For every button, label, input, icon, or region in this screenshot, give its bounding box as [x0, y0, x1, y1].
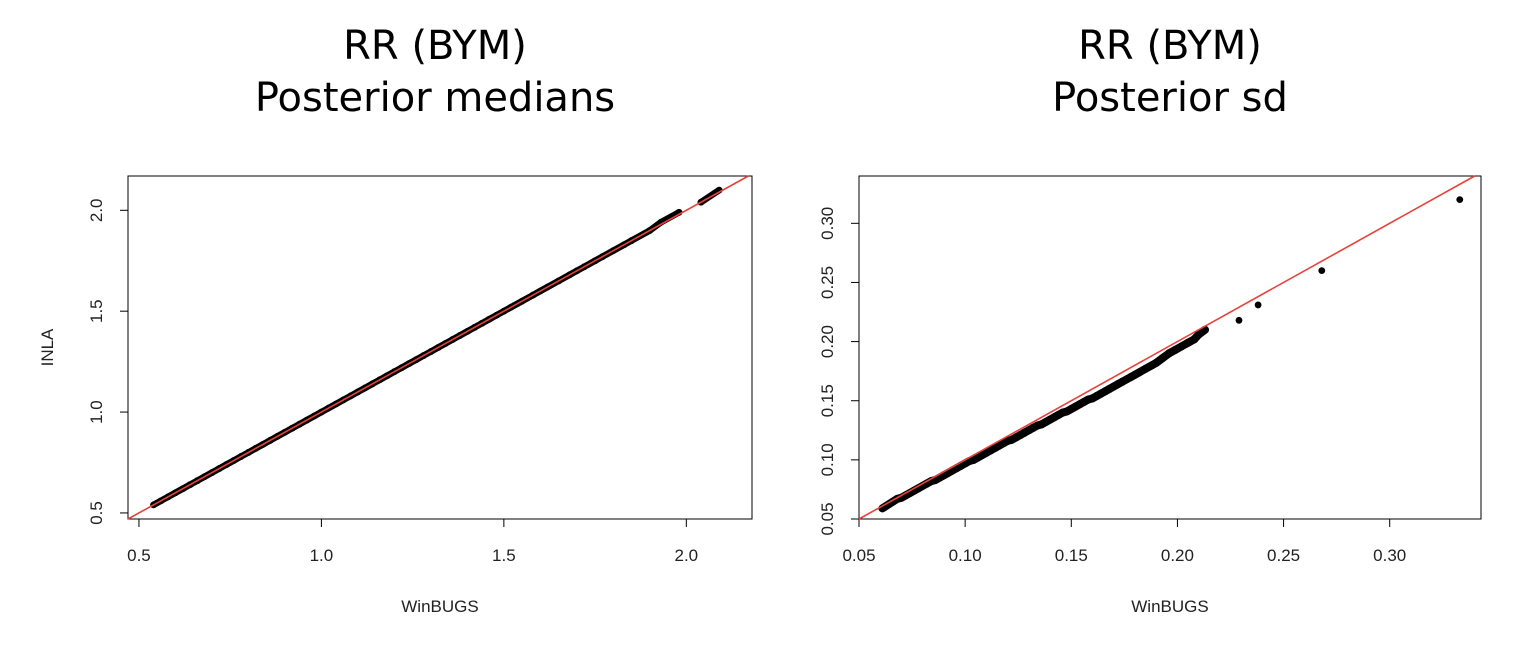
data-point	[1456, 196, 1464, 204]
identity-line	[858, 175, 1476, 520]
identity-line	[127, 175, 749, 520]
title-line-1: RR (BYM)	[343, 23, 527, 69]
chart-title-right: RR (BYM) Posterior sd	[820, 20, 1520, 124]
title-line-1: RR (BYM)	[1078, 23, 1262, 69]
chart-title-left: RR (BYM) Posterior medians	[85, 20, 785, 124]
y-tick-label: 2.0	[87, 198, 106, 222]
y-tick-label: 0.5	[87, 501, 106, 525]
data-point	[1318, 267, 1326, 275]
y-tick-label: 0.05	[818, 502, 837, 535]
y-tick-label: 1.5	[87, 299, 106, 323]
x-tick-label: 0.15	[1055, 546, 1088, 565]
plot-frame	[858, 175, 1482, 520]
y-tick-label: 0.20	[818, 325, 837, 358]
x-tick-label: 0.25	[1267, 546, 1300, 565]
x-tick-label: 0.5	[127, 546, 151, 565]
x-tick-label: 0.20	[1161, 546, 1194, 565]
data-point	[1235, 316, 1243, 324]
title-line-2: Posterior medians	[254, 75, 616, 121]
y-axis-label: INLA	[38, 328, 57, 366]
y-tick-label: 0.25	[818, 266, 837, 299]
x-tick-label: 2.0	[674, 546, 698, 565]
x-tick-label: 1.5	[492, 546, 516, 565]
y-tick-label: 0.10	[818, 443, 837, 476]
data-point	[1254, 301, 1262, 309]
point-cloud-segment	[657, 209, 683, 226]
x-tick-label: 0.05	[842, 546, 875, 565]
x-axis-label: WinBUGS	[1131, 597, 1208, 616]
y-tick-label: 0.30	[818, 207, 837, 240]
point-cloud-segment	[1194, 325, 1210, 339]
x-axis-label: WinBUGS	[401, 597, 478, 616]
plot-frame	[127, 175, 753, 520]
y-tick-label: 1.0	[87, 400, 106, 424]
x-tick-label: 1.0	[310, 546, 334, 565]
x-tick-label: 0.30	[1373, 546, 1406, 565]
x-tick-label: 0.10	[949, 546, 982, 565]
title-line-2: Posterior sd	[1052, 75, 1288, 121]
y-tick-label: 0.15	[818, 384, 837, 417]
